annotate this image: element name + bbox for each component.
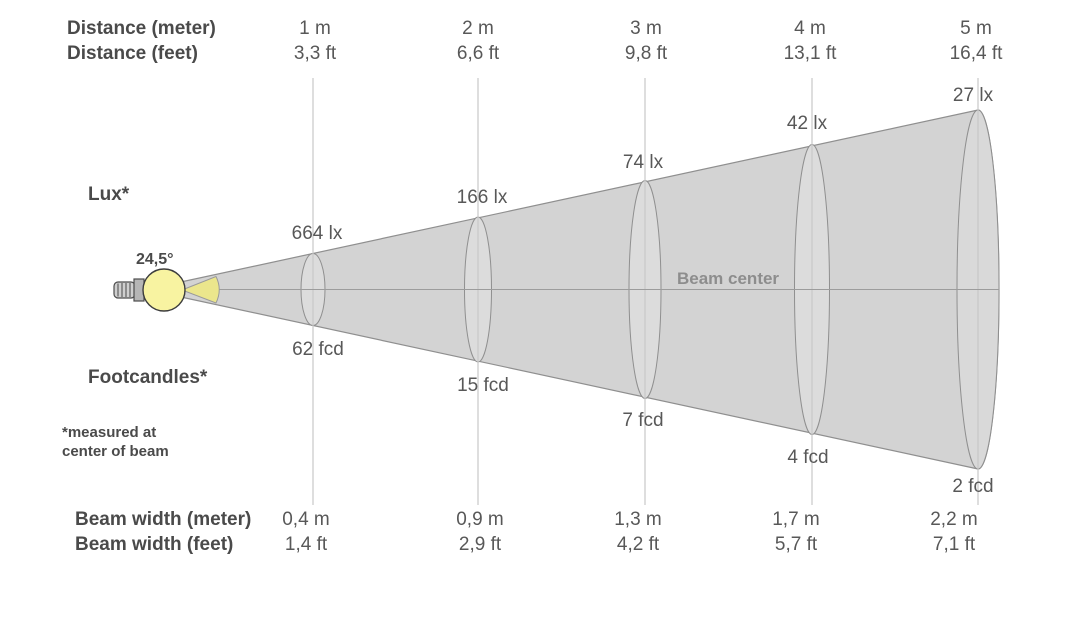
distance-feet-label: Distance (feet) (67, 43, 198, 64)
fcd-value-1m: 62 fcd (292, 339, 344, 360)
distance-header-2m: 2 m 6,6 ft (456, 18, 500, 64)
lux-value-2m: 166 lx (456, 187, 508, 208)
footcandles-row-label: Footcandles* (88, 367, 208, 388)
beam-width-feet-label: Beam width (feet) (75, 534, 234, 555)
light-bulb-icon (113, 268, 186, 312)
fcd-value-4m: 4 fcd (787, 447, 829, 468)
beam-width-1m: 0,4 m 1,4 ft (282, 509, 330, 555)
lux-row-label: Lux* (88, 184, 130, 205)
beam-width-4m: 1,7 m 5,7 ft (772, 509, 820, 555)
distance-header-1m: 1 m 3,3 ft (293, 18, 337, 64)
distance-header-4m: 4 m 13,1 ft (783, 18, 837, 64)
distance-header-5m: 5 m 16,4 ft (949, 18, 1003, 64)
beam-width-meter-label: Beam width (meter) (75, 509, 252, 530)
beam-width-5m: 2,2 m 7,1 ft (930, 509, 978, 555)
lux-value-3m: 74 lx (622, 152, 664, 173)
fcd-value-2m: 15 fcd (457, 375, 509, 396)
fcd-value-3m: 7 fcd (622, 410, 664, 431)
distance-gridlines (312, 78, 979, 505)
distance-header-3m: 3 m 9,8 ft (624, 18, 668, 64)
bulb-globe (142, 268, 186, 312)
distance-meter-label: Distance (meter) (67, 18, 216, 39)
lux-value-4m: 42 lx (786, 113, 828, 134)
fcd-value-5m: 2 fcd (952, 476, 994, 497)
bulb-screw-threads (117, 283, 131, 297)
distance-row-labels: Distance (meter) Distance (feet) (67, 16, 216, 66)
beam-width-row-labels: Beam width (meter) Beam width (feet) (75, 507, 251, 557)
lux-value-5m: 27 lx (952, 85, 994, 106)
bulb-screw-base (113, 281, 136, 299)
beam-hotspot-wedge (180, 275, 220, 304)
measurement-footnote: *measured at center of beam (62, 424, 169, 460)
lux-value-1m: 664 lx (291, 223, 343, 244)
beam-angle-label: 24,5° (136, 251, 174, 268)
beam-center-label: Beam center (677, 269, 780, 288)
beam-width-3m: 1,3 m 4,2 ft (614, 509, 662, 555)
beam-width-2m: 0,9 m 2,9 ft (456, 509, 504, 555)
